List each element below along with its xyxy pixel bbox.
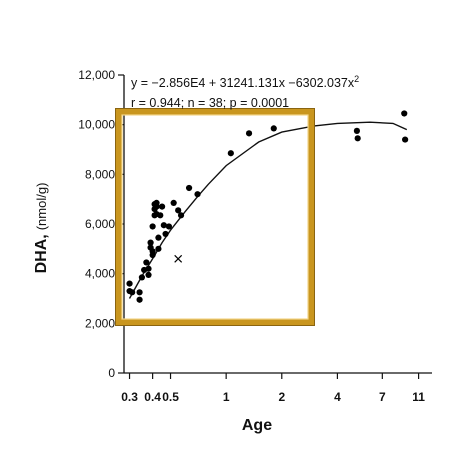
highlight-box-inner — [121, 114, 309, 320]
data-point — [126, 280, 133, 287]
y-tick-label: 12,000 — [78, 68, 115, 82]
data-point — [353, 127, 361, 134]
x-tick-label: 1 — [223, 390, 230, 404]
y-axis-title-group: DHA, (nmol/g) — [33, 183, 50, 274]
x-tick-label: 0.4 — [144, 390, 161, 404]
data-point — [194, 191, 201, 198]
data-point — [145, 265, 152, 272]
data-point — [245, 130, 253, 137]
data-point — [165, 223, 173, 230]
fit-curve-layer — [128, 121, 408, 299]
data-point — [177, 212, 185, 219]
data-point — [170, 199, 177, 206]
y-tick-label: 10,000 — [78, 118, 115, 132]
data-point — [158, 203, 166, 210]
data-point — [136, 289, 143, 296]
x-marker-stroke — [174, 254, 183, 263]
regression-equation: y = −2.856E4 + 31241.131x −6302.037x2 — [131, 74, 359, 90]
data-point — [270, 125, 277, 132]
fit-curve — [128, 121, 408, 299]
highlight-box-edge — [115, 108, 315, 326]
x-tick-label: 11 — [412, 390, 425, 404]
highlight-box-outer — [115, 108, 315, 326]
data-point — [185, 184, 193, 192]
y-axis-title-main: DHA, — [33, 234, 50, 273]
data-point — [153, 203, 160, 210]
data-point — [143, 259, 150, 266]
data-point — [402, 136, 409, 143]
x-axis-title: Age — [242, 417, 272, 434]
y-tick-label: 0 — [108, 366, 115, 380]
x-tick-label: 0.3 — [121, 390, 138, 404]
highlight-box-layer — [115, 108, 315, 326]
data-point — [155, 245, 162, 252]
y-axis: 0 2,000 4,000 6,000 8,000 10,000 12,000 — [78, 68, 125, 380]
data-point — [147, 239, 154, 246]
points-layer — [126, 110, 409, 303]
equation-exponent: 2 — [354, 74, 359, 84]
y-axis-title-unit: (nmol/g) — [34, 183, 49, 231]
data-point — [129, 289, 136, 296]
x-tick-label: 0.5 — [162, 390, 179, 404]
data-point — [155, 234, 162, 241]
data-point — [149, 223, 156, 230]
data-point — [162, 230, 169, 238]
x-axis: 0.3 0.4 0.5 1 2 4 7 11 — [121, 372, 432, 404]
data-point — [227, 150, 234, 157]
y-tick-label: 4,000 — [85, 267, 115, 281]
y-tick-label: 6,000 — [85, 217, 115, 231]
x-tick-label: 4 — [334, 390, 341, 404]
data-point — [160, 222, 167, 229]
data-point — [145, 271, 152, 279]
data-point — [136, 296, 143, 303]
x-tick-label: 7 — [379, 390, 386, 404]
data-point — [149, 251, 156, 259]
regression-stats: r = 0.944; n = 38; p = 0.0001 — [131, 96, 289, 110]
data-point — [401, 110, 408, 117]
outlier-x-marker — [174, 254, 183, 263]
x-tick-label: 2 — [278, 390, 285, 404]
data-point — [354, 135, 361, 142]
y-tick-label: 8,000 — [85, 167, 115, 181]
data-point — [175, 207, 182, 214]
y-axis-title: DHA, (nmol/g) — [33, 183, 50, 274]
data-point — [157, 212, 164, 219]
y-tick-label: 2,000 — [85, 316, 115, 330]
data-point — [138, 274, 146, 281]
equation-main: y = −2.856E4 + 31241.131x −6302.037x — [131, 76, 355, 90]
